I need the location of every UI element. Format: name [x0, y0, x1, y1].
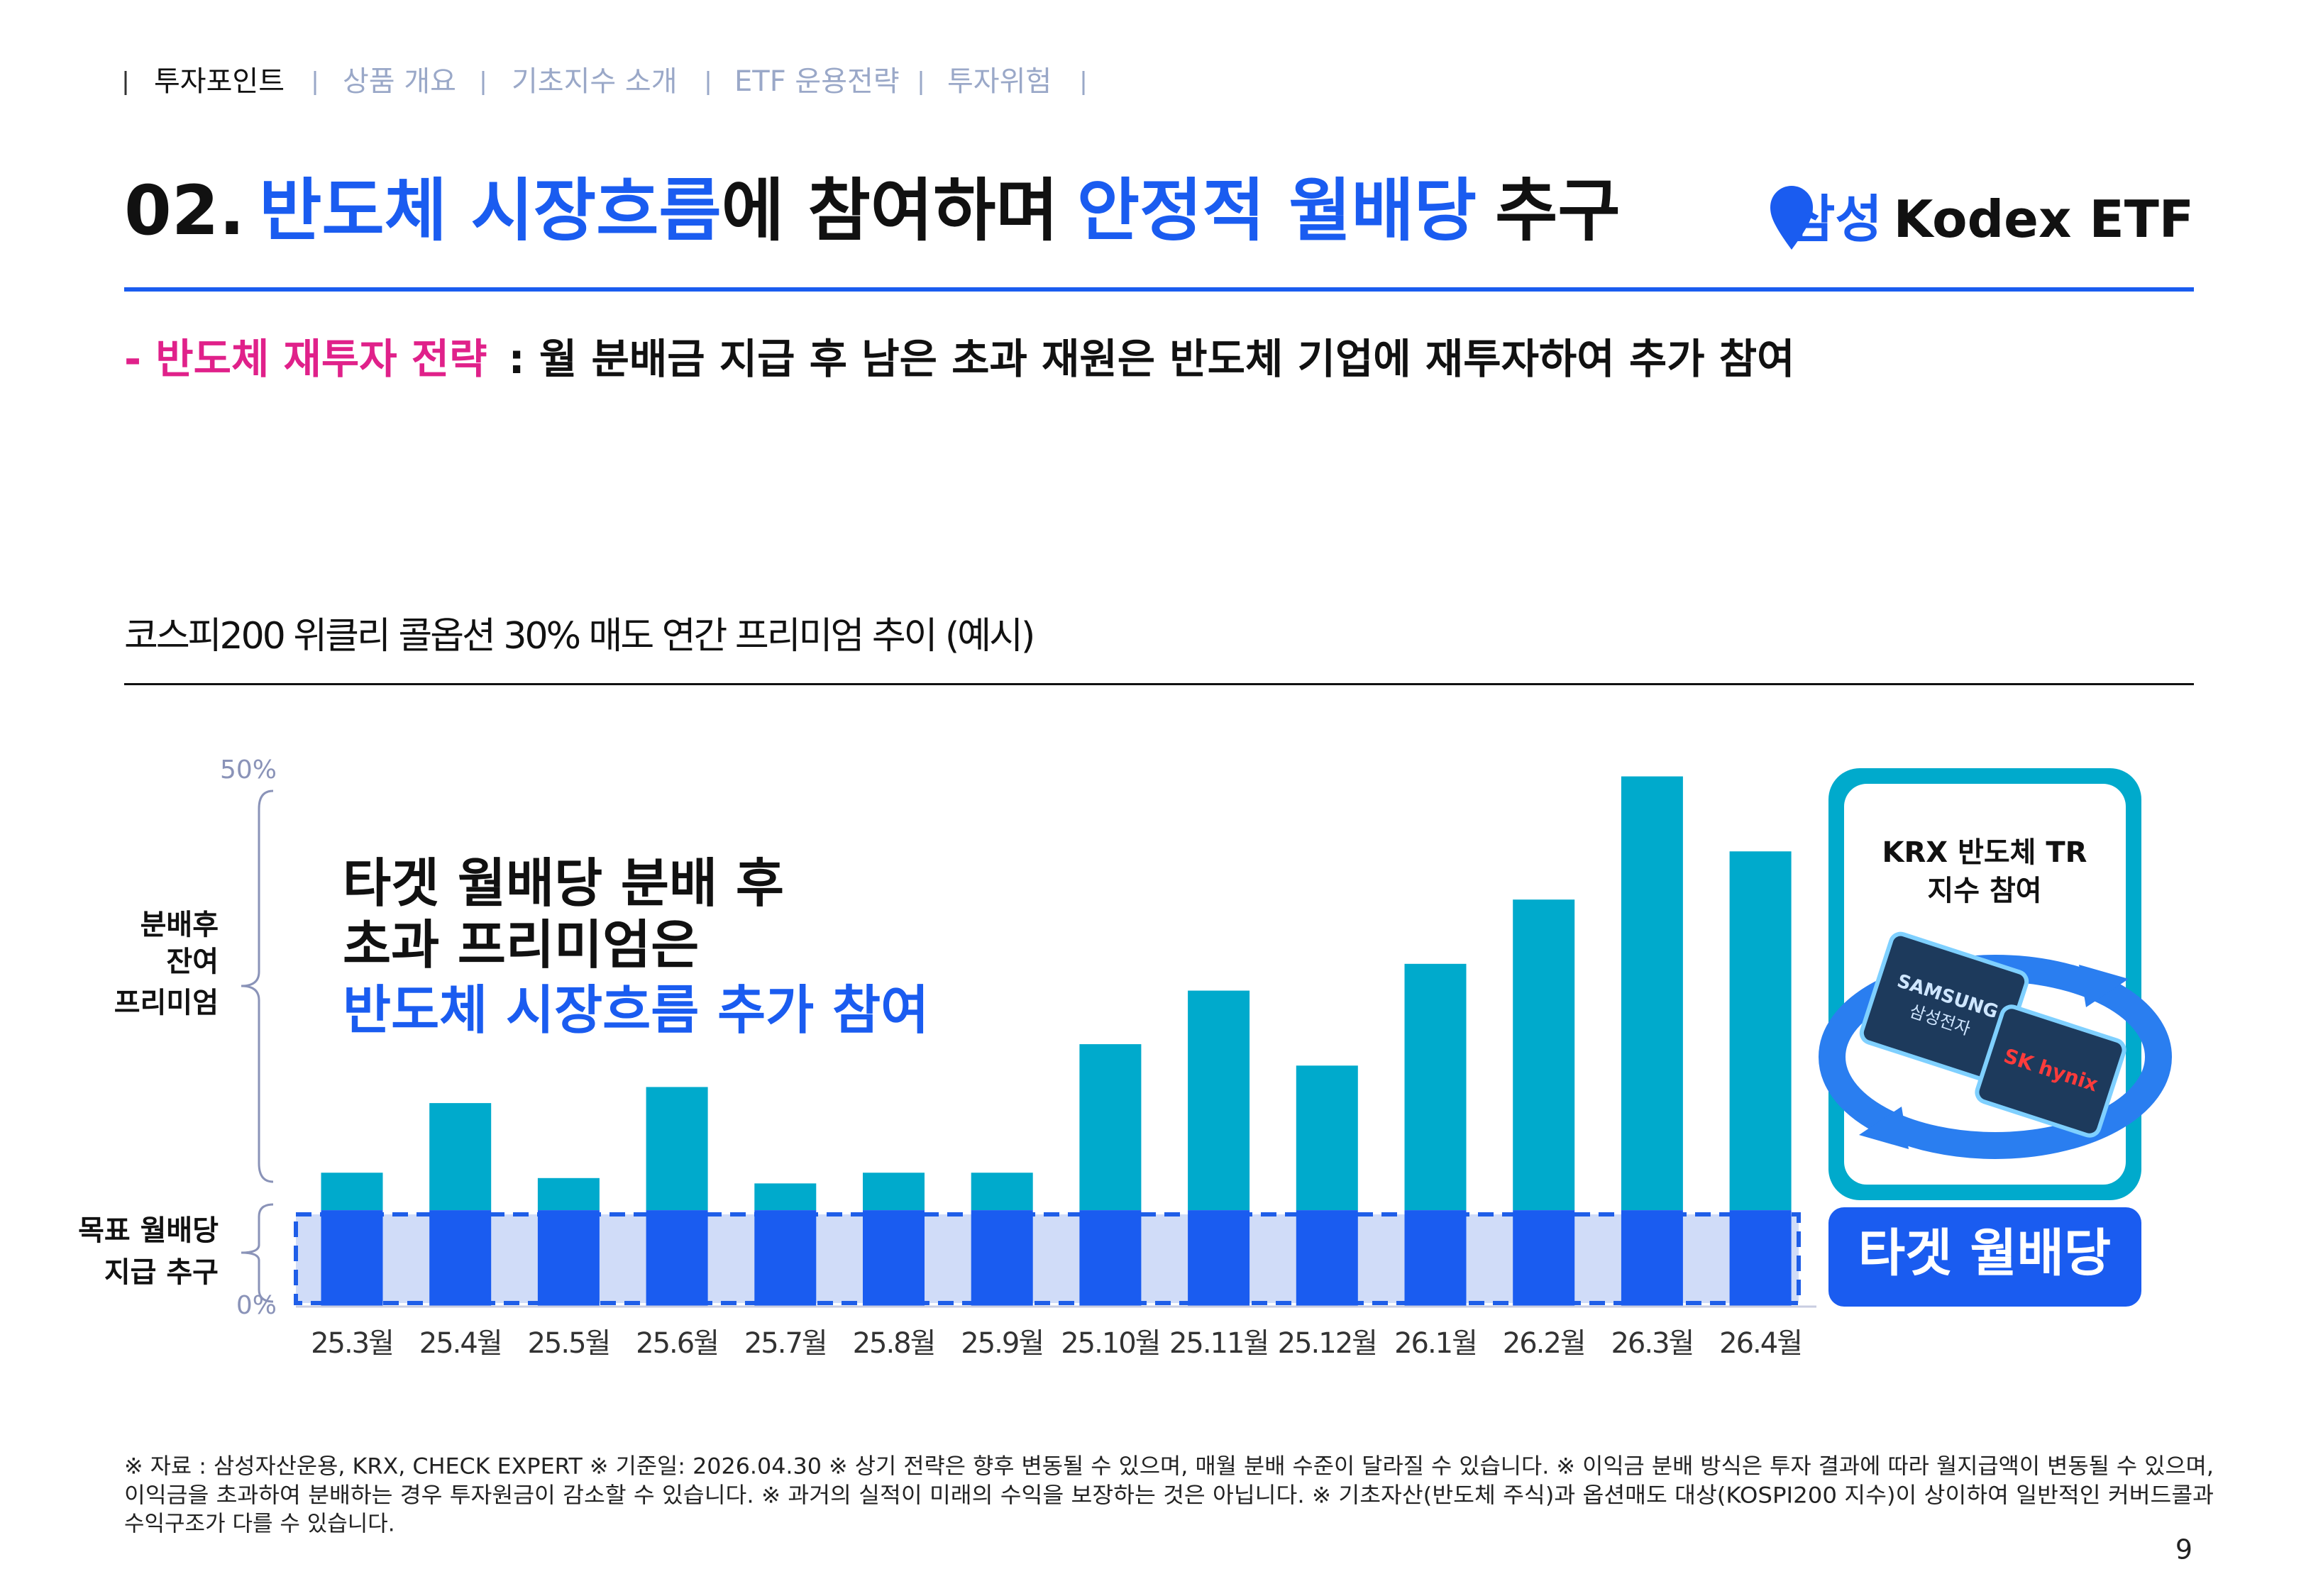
- title-part: 안정적 월배당: [1077, 171, 1477, 250]
- footnote-line: 수익구조가 다를 수 있습니다.: [124, 1512, 395, 1537]
- bar-segment: [321, 1210, 383, 1307]
- bar-segment: [537, 1177, 600, 1211]
- y-tick-label: 50%: [220, 755, 277, 785]
- bar-segment: [646, 1210, 708, 1307]
- nav-item[interactable]: 투자위험: [947, 65, 1052, 98]
- subtitle: - 반도체 재투자 전략 : 월 분배금 지급 후 남은 초과 재원은 반도체 기…: [124, 335, 1794, 383]
- cycle-arrows: [1859, 965, 2129, 1149]
- bar-segment: [754, 1183, 817, 1211]
- title-rule: [124, 287, 2194, 292]
- x-tick-label: 25.11월: [1169, 1327, 1268, 1360]
- x-tick-label: 25.3월: [311, 1327, 393, 1360]
- title-part: 02.: [124, 171, 245, 250]
- chip: [1975, 1004, 2126, 1138]
- nav-item[interactable]: 기초지수 소개: [512, 65, 678, 98]
- bar-segment: [1729, 851, 1792, 1211]
- subtitle-text: : 월 분배금 지급 후 남은 초과 재원은 반도체 기업에 재투자하여 추가 …: [509, 335, 1795, 383]
- bar-segment: [754, 1210, 817, 1307]
- x-tick-label: 25.4월: [419, 1327, 502, 1360]
- bar-segment: [1621, 1210, 1683, 1307]
- x-tick-label: 25.5월: [527, 1327, 609, 1360]
- x-tick-label: 25.8월: [853, 1327, 935, 1360]
- nav-item-active[interactable]: 투자포인트: [154, 65, 285, 98]
- annotation-line: 초과 프리미엄은: [343, 915, 699, 976]
- x-tick-label: 26.3월: [1611, 1327, 1693, 1360]
- bar-segment: [321, 1173, 383, 1211]
- page-number: 9: [2175, 1534, 2192, 1565]
- bar-segment: [1296, 1065, 1358, 1211]
- logo-name: Kodex ETF: [1894, 189, 2194, 249]
- chart-title: 코스피200 위클리 콜옵션 30% 매도 연간 프리미엄 추이 (예시): [124, 615, 1033, 658]
- footnote-line: 이익금을 초과하여 분배하는 경우 투자원금이 감소할 수 있습니다. ※ 과거…: [124, 1483, 2214, 1509]
- title-part: 반도체 시장흐름: [259, 171, 722, 250]
- x-tick-label: 26.2월: [1503, 1327, 1585, 1360]
- bar-segment: [1404, 963, 1467, 1211]
- bar-segment: [971, 1173, 1033, 1211]
- series-label-line: 지급 추구: [104, 1256, 219, 1289]
- subtitle-label: - 반도체 재투자 전략: [124, 335, 487, 383]
- x-tick-label: 25.12월: [1278, 1327, 1377, 1360]
- side-heading: 지수 참여: [1927, 875, 2041, 907]
- bar-segment: [863, 1210, 925, 1307]
- page-title: 02. 반도체 시장흐름에 참여하며 안정적 월배당 추구: [124, 171, 1621, 250]
- x-tick-label: 26.1월: [1394, 1327, 1477, 1360]
- bar-segment: [1621, 776, 1683, 1211]
- bar-segment: [429, 1210, 492, 1307]
- chart-title-rule: [124, 683, 2194, 685]
- brace: [241, 789, 274, 1183]
- bar-segment: [1513, 899, 1575, 1211]
- series-label-line: 분배후: [140, 909, 219, 941]
- x-tick-label: 26.4월: [1719, 1327, 1802, 1360]
- y-tick-label: 0%: [236, 1291, 277, 1320]
- bar-segment: [429, 1103, 492, 1211]
- bar-segment: [1188, 1210, 1250, 1307]
- brace: [241, 1203, 274, 1303]
- target-button: [1828, 1207, 2141, 1307]
- bar-segment: [1188, 990, 1250, 1211]
- bar-segment: [1404, 1210, 1467, 1307]
- logo-brand: 삼성: [1788, 189, 1882, 249]
- footnote-line: ※ 자료 : 삼성자산운용, KRX, CHECK EXPERT ※ 기준일: …: [124, 1454, 2214, 1480]
- title-part: 추구: [1495, 171, 1621, 250]
- series-label-line: 프리미엄: [114, 987, 219, 1019]
- bar-segment: [537, 1210, 600, 1307]
- nav-item[interactable]: 상품 개요: [343, 65, 456, 98]
- annotation-line: 반도체 시장흐름 추가 참여: [343, 980, 929, 1041]
- bar-segment: [1079, 1044, 1142, 1211]
- bar-segment: [1296, 1210, 1358, 1307]
- x-tick-label: 25.9월: [961, 1327, 1043, 1360]
- bar-segment: [1513, 1210, 1575, 1307]
- title-part: 에 참여하며: [722, 171, 1059, 250]
- logo-pin: [1770, 186, 1813, 250]
- x-tick-label: 25.10월: [1061, 1327, 1159, 1360]
- bar-segment: [1729, 1210, 1792, 1307]
- x-tick-label: 25.7월: [744, 1327, 827, 1360]
- nav-item[interactable]: ETF 운용전략: [734, 65, 900, 98]
- bar-segment: [863, 1173, 925, 1211]
- bar-segment: [646, 1087, 708, 1211]
- annotation-line: 타겟 월배당 분배 후: [343, 853, 784, 914]
- nav-separators: [124, 71, 1085, 95]
- logo: 삼성 Kodex ETF: [1788, 189, 2194, 249]
- series-label-line: 목표 월배당: [78, 1214, 219, 1247]
- bar-segment: [971, 1210, 1033, 1307]
- x-tick-label: 25.6월: [636, 1327, 718, 1360]
- series-label-line: 잔여: [166, 946, 219, 978]
- bar-segment: [1079, 1210, 1142, 1307]
- side-heading: KRX 반도체 TR: [1882, 836, 2087, 869]
- target-button-label: 타겟 월배당: [1858, 1224, 2111, 1283]
